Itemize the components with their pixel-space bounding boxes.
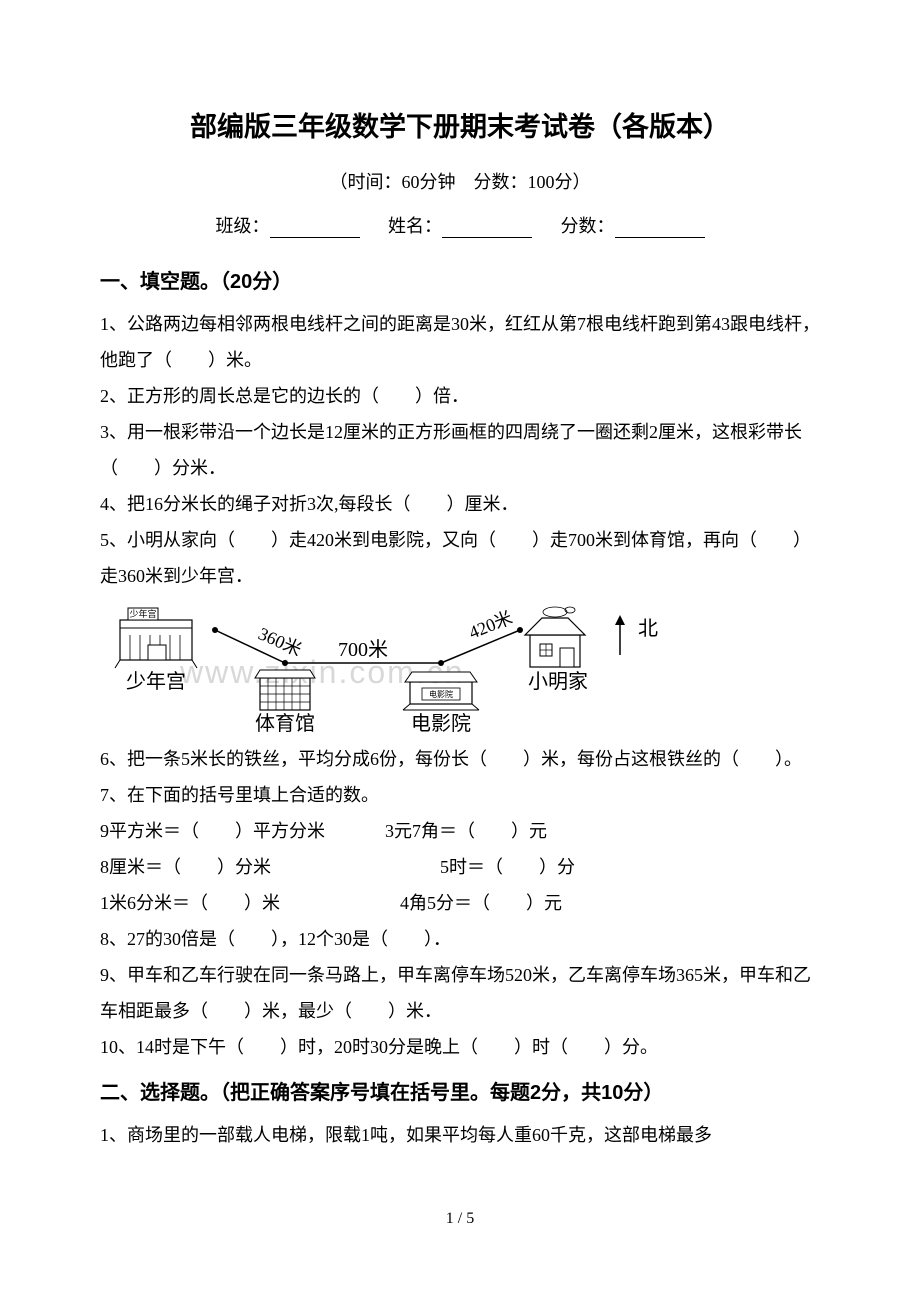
exam-subtitle: （时间：60分钟 分数：100分） bbox=[100, 164, 820, 200]
class-label: 班级： bbox=[216, 216, 270, 236]
q1-7-intro: 7、在下面的括号里填上合适的数。 bbox=[100, 777, 820, 813]
q1-9: 9、甲车和乙车行驶在同一条马路上，甲车离停车场520米，乙车离停车场365米，甲… bbox=[100, 957, 820, 1029]
name-label: 姓名： bbox=[388, 216, 442, 236]
section2-heading: 二、选择题。（把正确答案序号填在括号里。每题2分，共10分） bbox=[100, 1073, 820, 1113]
score-label: 分数： bbox=[561, 216, 615, 236]
map-diagram: www.zixin.com.cn 少年宫 少年宫 bbox=[110, 600, 670, 735]
svg-text:少年宫: 少年宫 bbox=[129, 608, 156, 619]
q1-7a: 9平方米＝（ ）平方分米 bbox=[100, 813, 325, 849]
q1-7f: 4角5分＝（ ）元 bbox=[400, 885, 562, 921]
q1-3: 3、用一根彩带沿一个边长是12厘米的正方形画框的四周绕了一圈还剩2厘米，这根彩带… bbox=[100, 414, 820, 486]
palace-label: 少年宫 bbox=[126, 670, 186, 693]
q1-7e: 1米6分米＝（ ）米 bbox=[100, 885, 340, 921]
class-blank bbox=[270, 218, 360, 238]
student-info-line: 班级： 姓名： 分数： bbox=[100, 208, 820, 244]
palace-building: 少年宫 bbox=[115, 608, 197, 668]
name-blank bbox=[442, 218, 532, 238]
q1-5: 5、小明从家向（ ）走420米到电影院，又向（ ）走700米到体育馆，再向（ ）… bbox=[100, 522, 820, 594]
exam-title: 部编版三年级数学下册期末考试卷（各版本） bbox=[100, 100, 820, 154]
svg-text:电影院: 电影院 bbox=[429, 689, 453, 699]
q1-2: 2、正方形的周长总是它的边长的（ ）倍． bbox=[100, 378, 820, 414]
d420-label: 420米 bbox=[466, 607, 515, 642]
q1-7b: 3元7角＝（ ）元 bbox=[385, 813, 547, 849]
home-label: 小明家 bbox=[528, 670, 588, 693]
home-building bbox=[525, 607, 585, 667]
page-number: 1 / 5 bbox=[100, 1203, 820, 1235]
q1-4: 4、把16分米长的绳子对折3次,每段长（ ）厘米． bbox=[100, 486, 820, 522]
north-label: 北 bbox=[638, 617, 658, 640]
q1-10: 10、14时是下午（ ）时，20时30分是晚上（ ）时（ ）分。 bbox=[100, 1029, 820, 1065]
q1-7c: 8厘米＝（ ）分米 bbox=[100, 849, 380, 885]
cinema-label: 电影院 bbox=[411, 712, 471, 735]
gym-building bbox=[255, 670, 315, 710]
q1-1: 1、公路两边每相邻两根电线杆之间的距离是30米，红红从第7根电线杆跑到第43跟电… bbox=[100, 306, 820, 378]
score-blank bbox=[615, 218, 705, 238]
d360-label: 360米 bbox=[255, 623, 304, 660]
cinema-building: 电影院 bbox=[403, 672, 479, 710]
q1-6: 6、把一条5米长的铁丝，平均分成6份，每份长（ ）米，每份占这根铁丝的（ ）。 bbox=[100, 741, 820, 777]
q1-7d: 5时＝（ ）分 bbox=[440, 849, 575, 885]
gym-label: 体育馆 bbox=[255, 712, 315, 735]
section1-heading: 一、填空题。（20分） bbox=[100, 262, 820, 302]
q1-8: 8、27的30倍是（ ），12个30是（ ）． bbox=[100, 921, 820, 957]
d700-label: 700米 bbox=[338, 638, 388, 661]
q2-1: 1、商场里的一部载人电梯，限载1吨，如果平均每人重60千克，这部电梯最多 bbox=[100, 1117, 820, 1153]
